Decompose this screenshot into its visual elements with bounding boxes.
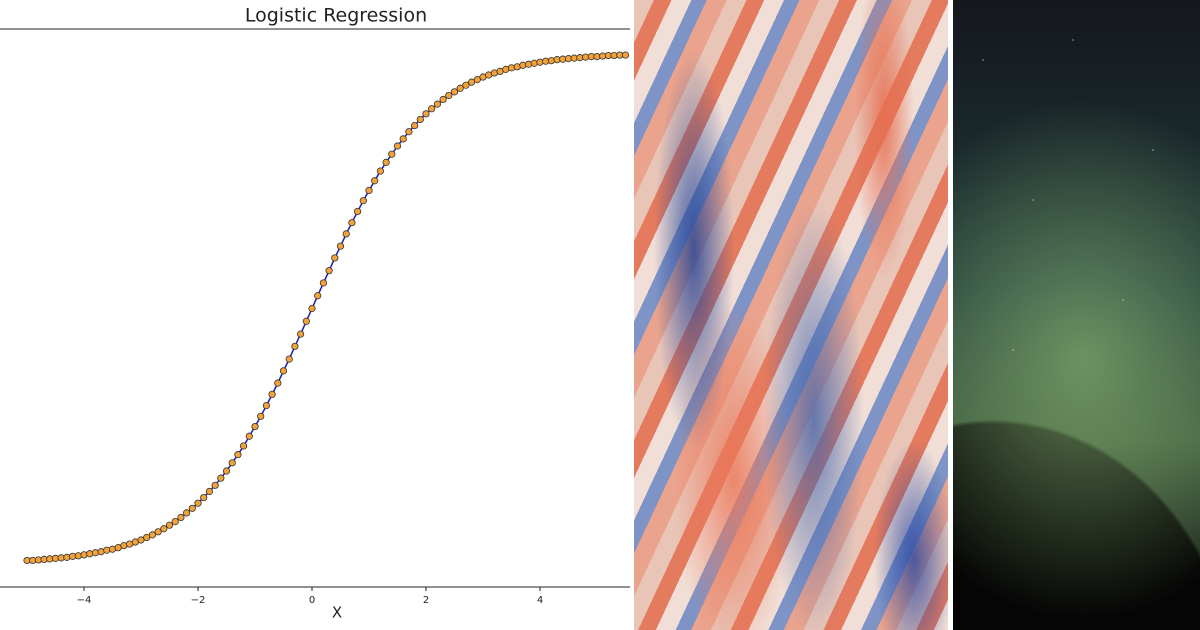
point xyxy=(302,317,310,325)
point xyxy=(177,513,185,522)
point xyxy=(439,95,447,104)
x-tick-label: 2 xyxy=(423,595,429,606)
point xyxy=(262,401,271,410)
point xyxy=(433,100,442,108)
point xyxy=(205,487,214,496)
x-axis-label: X xyxy=(332,604,342,622)
point xyxy=(428,105,436,113)
point xyxy=(257,412,265,420)
point xyxy=(148,531,157,539)
point xyxy=(376,167,385,175)
point xyxy=(359,197,367,205)
point xyxy=(422,110,430,118)
chart: Logistic Regression X −4 −2 0 2 4 xyxy=(0,5,630,622)
point xyxy=(462,81,470,89)
point xyxy=(165,521,174,529)
point xyxy=(525,60,533,68)
point xyxy=(331,254,339,262)
point xyxy=(291,342,299,350)
point xyxy=(200,493,208,502)
point xyxy=(382,158,390,166)
chart-title: Logistic Regression xyxy=(245,5,427,27)
point xyxy=(188,504,196,512)
x-tick-label: −2 xyxy=(191,595,206,606)
x-tick-label: 0 xyxy=(309,595,315,606)
point xyxy=(621,51,630,59)
point xyxy=(348,219,356,227)
point xyxy=(371,177,379,185)
point xyxy=(308,304,316,313)
point xyxy=(325,267,333,275)
point xyxy=(547,57,555,65)
point xyxy=(183,509,191,517)
point xyxy=(91,549,100,557)
point xyxy=(240,442,248,450)
point xyxy=(103,546,111,554)
point xyxy=(234,451,242,459)
point xyxy=(154,528,162,536)
point xyxy=(393,142,402,150)
point xyxy=(222,467,231,475)
point xyxy=(245,432,253,440)
paint-photo xyxy=(634,0,948,630)
point xyxy=(411,121,419,130)
point xyxy=(314,292,322,300)
point xyxy=(399,135,407,143)
point xyxy=(456,84,464,92)
point xyxy=(251,422,259,431)
point xyxy=(171,517,179,526)
point xyxy=(507,64,516,72)
point xyxy=(519,61,527,69)
point xyxy=(536,58,544,66)
point xyxy=(388,150,396,158)
x-tick-label: 4 xyxy=(537,595,543,606)
point xyxy=(365,186,373,195)
point xyxy=(336,242,345,250)
point xyxy=(86,550,94,558)
point xyxy=(297,330,305,338)
night-sky-photo xyxy=(953,0,1200,630)
point xyxy=(342,230,350,238)
curve xyxy=(27,54,626,562)
point xyxy=(268,390,276,398)
point xyxy=(450,88,459,96)
point xyxy=(217,474,225,482)
point xyxy=(319,279,328,287)
point xyxy=(354,207,362,216)
point xyxy=(416,115,424,124)
x-tick-label: −4 xyxy=(77,595,92,606)
point xyxy=(74,552,82,560)
point xyxy=(228,459,236,467)
point xyxy=(530,59,538,67)
point xyxy=(274,379,282,387)
point xyxy=(63,553,71,561)
point xyxy=(285,355,293,363)
point xyxy=(160,525,168,533)
point xyxy=(445,91,453,100)
point xyxy=(194,499,202,507)
point xyxy=(279,367,288,375)
point xyxy=(405,128,413,136)
point xyxy=(80,551,88,559)
point xyxy=(211,481,219,489)
